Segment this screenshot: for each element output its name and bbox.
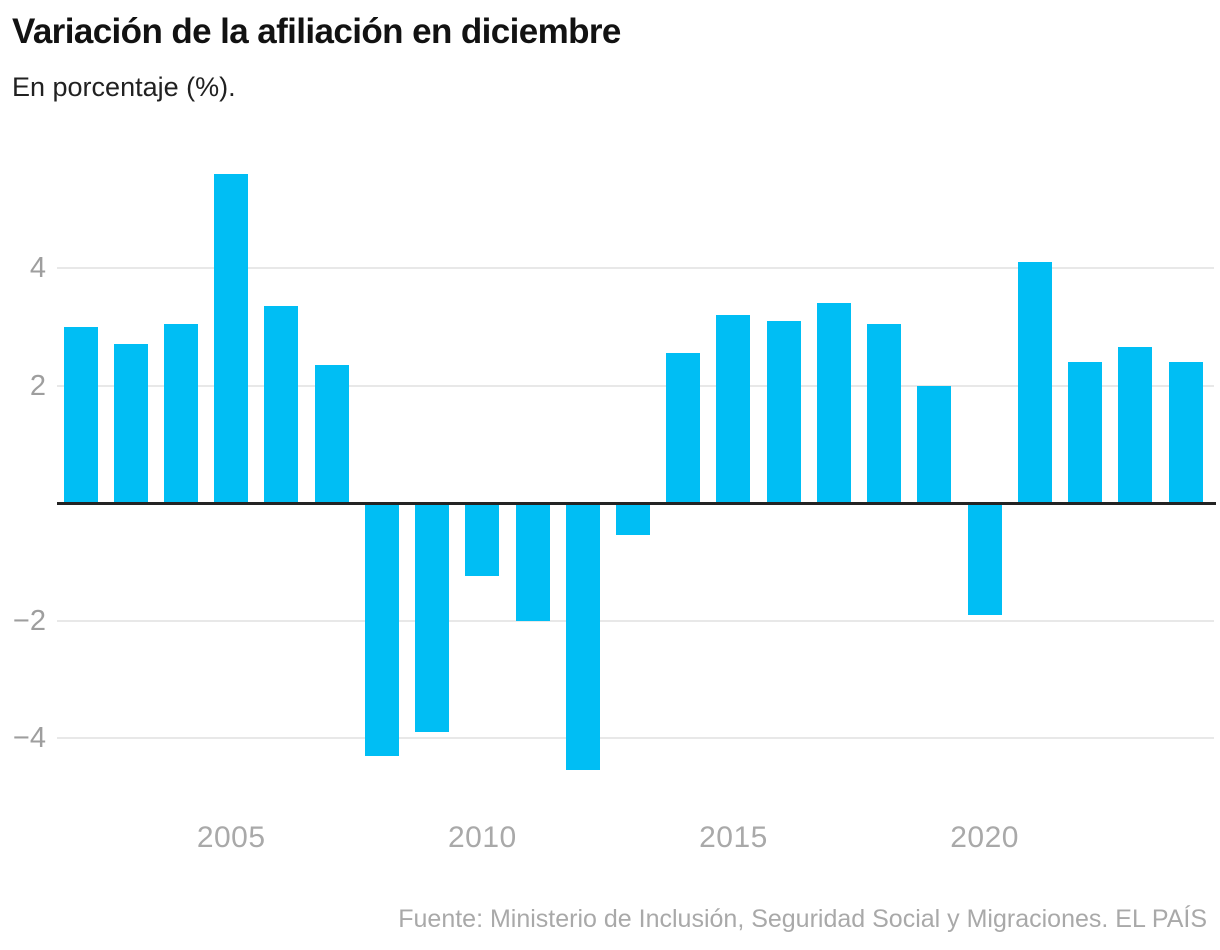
y-axis-label-neg-2: −2 <box>12 604 46 637</box>
bar-2011[interactable] <box>515 503 550 621</box>
y-axis-label-neg-4: −4 <box>12 722 46 754</box>
bar-2006[interactable] <box>264 306 299 503</box>
x-axis-label-2010: 2010 <box>447 821 517 854</box>
bar-2019[interactable] <box>917 385 952 503</box>
gridline-neg-4 <box>57 737 1214 739</box>
gridline-neg-2 <box>57 619 1214 622</box>
bar-2024[interactable] <box>1168 362 1203 503</box>
bar-2005[interactable] <box>214 174 249 503</box>
bar-2004[interactable] <box>163 323 198 503</box>
x-axis-label-2015: 2015 <box>699 821 768 854</box>
bar-2003[interactable] <box>113 344 148 503</box>
bar-2002[interactable] <box>63 326 98 503</box>
bar-2009[interactable] <box>415 503 450 733</box>
chart-subtitle: En porcentaje (%). <box>12 72 236 102</box>
chart-title: Variación de la afiliación en diciembre <box>12 12 621 51</box>
bar-2020[interactable] <box>967 503 1002 615</box>
gridline-2 <box>57 384 1214 387</box>
bar-2007[interactable] <box>314 364 349 503</box>
bar-2010[interactable] <box>465 503 500 577</box>
bar-2022[interactable] <box>1068 362 1103 503</box>
bar-2015[interactable] <box>716 315 751 503</box>
gridline-4 <box>57 267 1214 269</box>
x-axis-label-2020: 2020 <box>950 821 1019 854</box>
bar-2021[interactable] <box>1017 262 1052 503</box>
bar-2008[interactable] <box>364 503 399 756</box>
source-note: Fuente: Ministerio de Inclusión, Segurid… <box>398 905 1207 933</box>
bar-2023[interactable] <box>1118 347 1153 503</box>
bar-2013[interactable] <box>616 503 651 536</box>
bar-2012[interactable] <box>565 503 600 771</box>
y-axis-label-4: 4 <box>29 252 46 284</box>
bar-2018[interactable] <box>867 323 902 503</box>
y-axis-label-2: 2 <box>29 369 46 402</box>
zero-axis-line <box>57 501 1216 505</box>
bar-2016[interactable] <box>766 320 801 503</box>
bar-2017[interactable] <box>816 303 851 503</box>
bar-2014[interactable] <box>666 353 701 503</box>
x-axis-label-2005: 2005 <box>196 821 266 854</box>
